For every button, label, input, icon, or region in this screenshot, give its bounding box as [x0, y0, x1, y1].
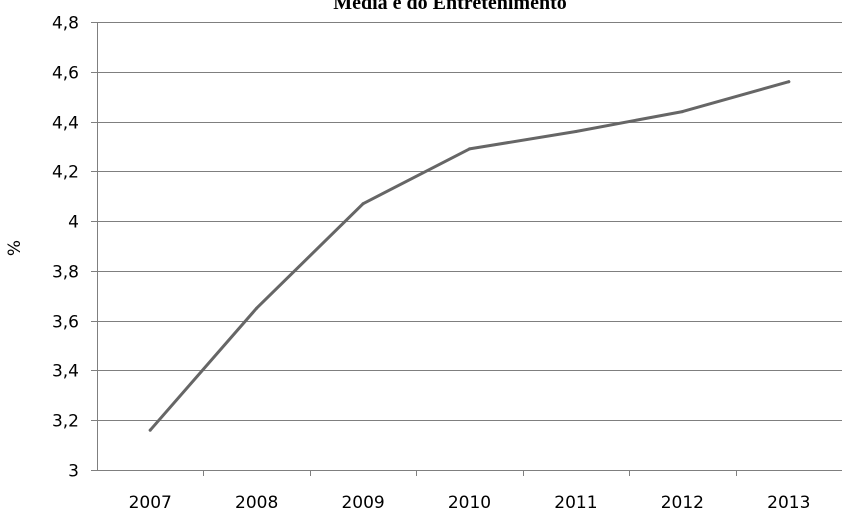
y-tick-label: 4,8 — [52, 14, 79, 34]
x-tick-label: 2013 — [767, 493, 810, 513]
y-tick-label: 3,4 — [52, 362, 79, 382]
y-tick-label: 3,6 — [52, 313, 79, 333]
data-point — [787, 80, 791, 84]
y-tick-label: 3 — [68, 462, 79, 482]
axes — [91, 22, 842, 476]
y-axis-title: % — [5, 240, 25, 256]
y-axis-tick-labels: 3 3,2 3,4 3,6 3,8 4 4,2 4,4 4,6 4,8 — [52, 14, 79, 482]
data-point — [680, 110, 684, 114]
x-tick-label: 2009 — [341, 493, 384, 513]
data-point — [468, 147, 471, 151]
data-point — [361, 202, 365, 206]
chart-title: Media e do Entretenimento — [333, 0, 567, 14]
data-point — [255, 306, 259, 310]
x-tick-label: 2007 — [129, 493, 172, 513]
data-point — [148, 428, 152, 432]
y-tick-label: 4 — [68, 213, 79, 233]
x-tick-label: 2008 — [235, 493, 278, 513]
gridlines — [97, 22, 842, 421]
y-tick-label: 4,6 — [52, 64, 79, 84]
y-tick-label: 4,4 — [52, 114, 79, 134]
x-tick-label: 2010 — [448, 493, 491, 513]
y-tick-label: 3,2 — [52, 412, 79, 432]
series-line — [148, 80, 791, 432]
y-tick-label: 3,8 — [52, 263, 79, 283]
x-tick-label: 2012 — [661, 493, 704, 513]
x-tick-label: 2011 — [554, 493, 597, 513]
series-layer — [148, 80, 791, 432]
y-tick-label: 4,2 — [52, 163, 79, 183]
data-point — [574, 130, 578, 134]
x-axis-tick-labels: 2007 2008 2009 2010 2011 2012 2013 — [129, 493, 811, 513]
